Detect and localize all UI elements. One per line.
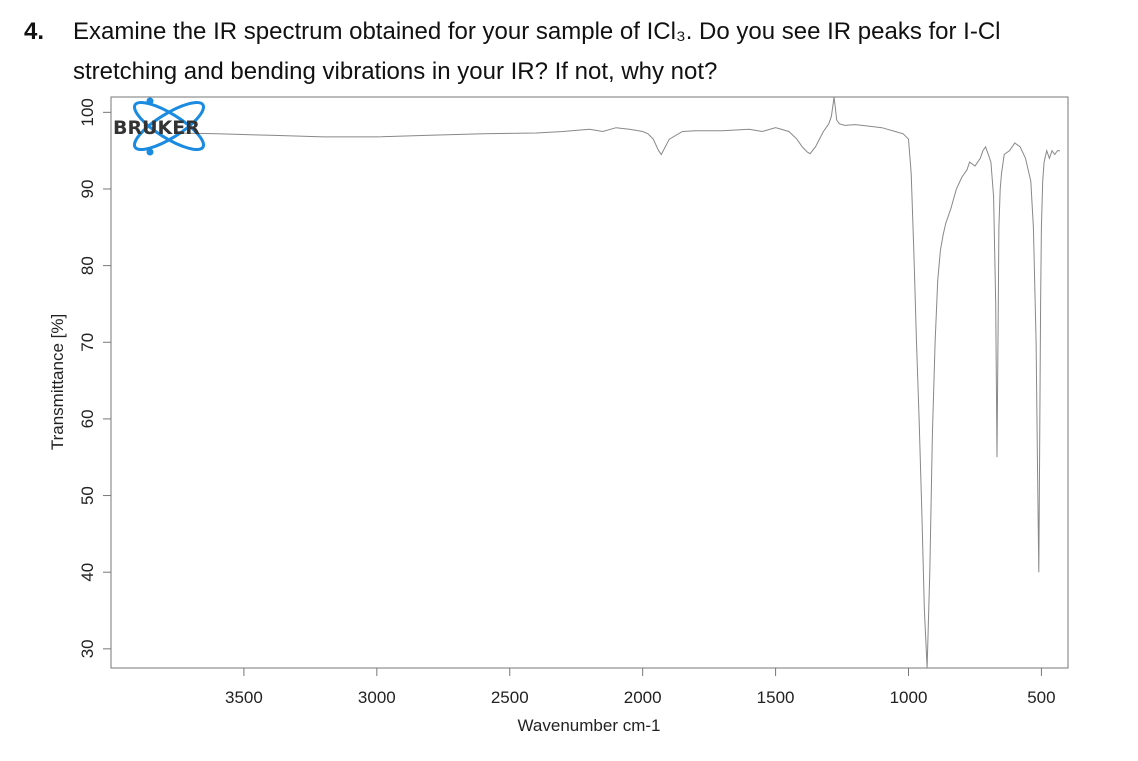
y-tick-label: 60: [78, 409, 97, 428]
x-tick-label: 2000: [624, 688, 662, 707]
question-text-line-2: stretching and bending vibrations in you…: [73, 58, 718, 85]
bruker-logo-text: BRUKER: [113, 117, 200, 139]
x-tick-label: 3500: [225, 688, 263, 707]
x-axis: 3500 3000 2500 2000 1500 1000 500: [225, 668, 1056, 707]
x-tick-label: 2500: [491, 688, 529, 707]
atom-logo-icon: [132, 97, 206, 156]
x-tick-label: 3000: [358, 688, 396, 707]
y-axis-label: Transmittance [%]: [48, 314, 67, 450]
question-number: 4.: [24, 18, 45, 45]
x-tick-label: 1500: [757, 688, 795, 707]
x-tick-label: 1000: [890, 688, 928, 707]
y-tick-label: 40: [78, 563, 97, 582]
x-tick-label: 500: [1027, 688, 1055, 707]
y-axis: 100 90 80 70 60 50 40 30: [78, 98, 111, 658]
x-axis-label: Wavenumber cm-1: [518, 716, 661, 735]
spectrum-line: [177, 96, 1060, 669]
question-text-line-1: Examine the IR spectrum obtained for you…: [73, 18, 1001, 45]
y-tick-label: 100: [78, 98, 97, 126]
plot-frame: [110, 96, 1069, 669]
y-tick-label: 30: [78, 639, 97, 658]
y-tick-label: 50: [78, 486, 97, 505]
y-tick-label: 90: [78, 180, 97, 199]
y-tick-label: 80: [78, 256, 97, 275]
y-tick-label: 70: [78, 333, 97, 352]
